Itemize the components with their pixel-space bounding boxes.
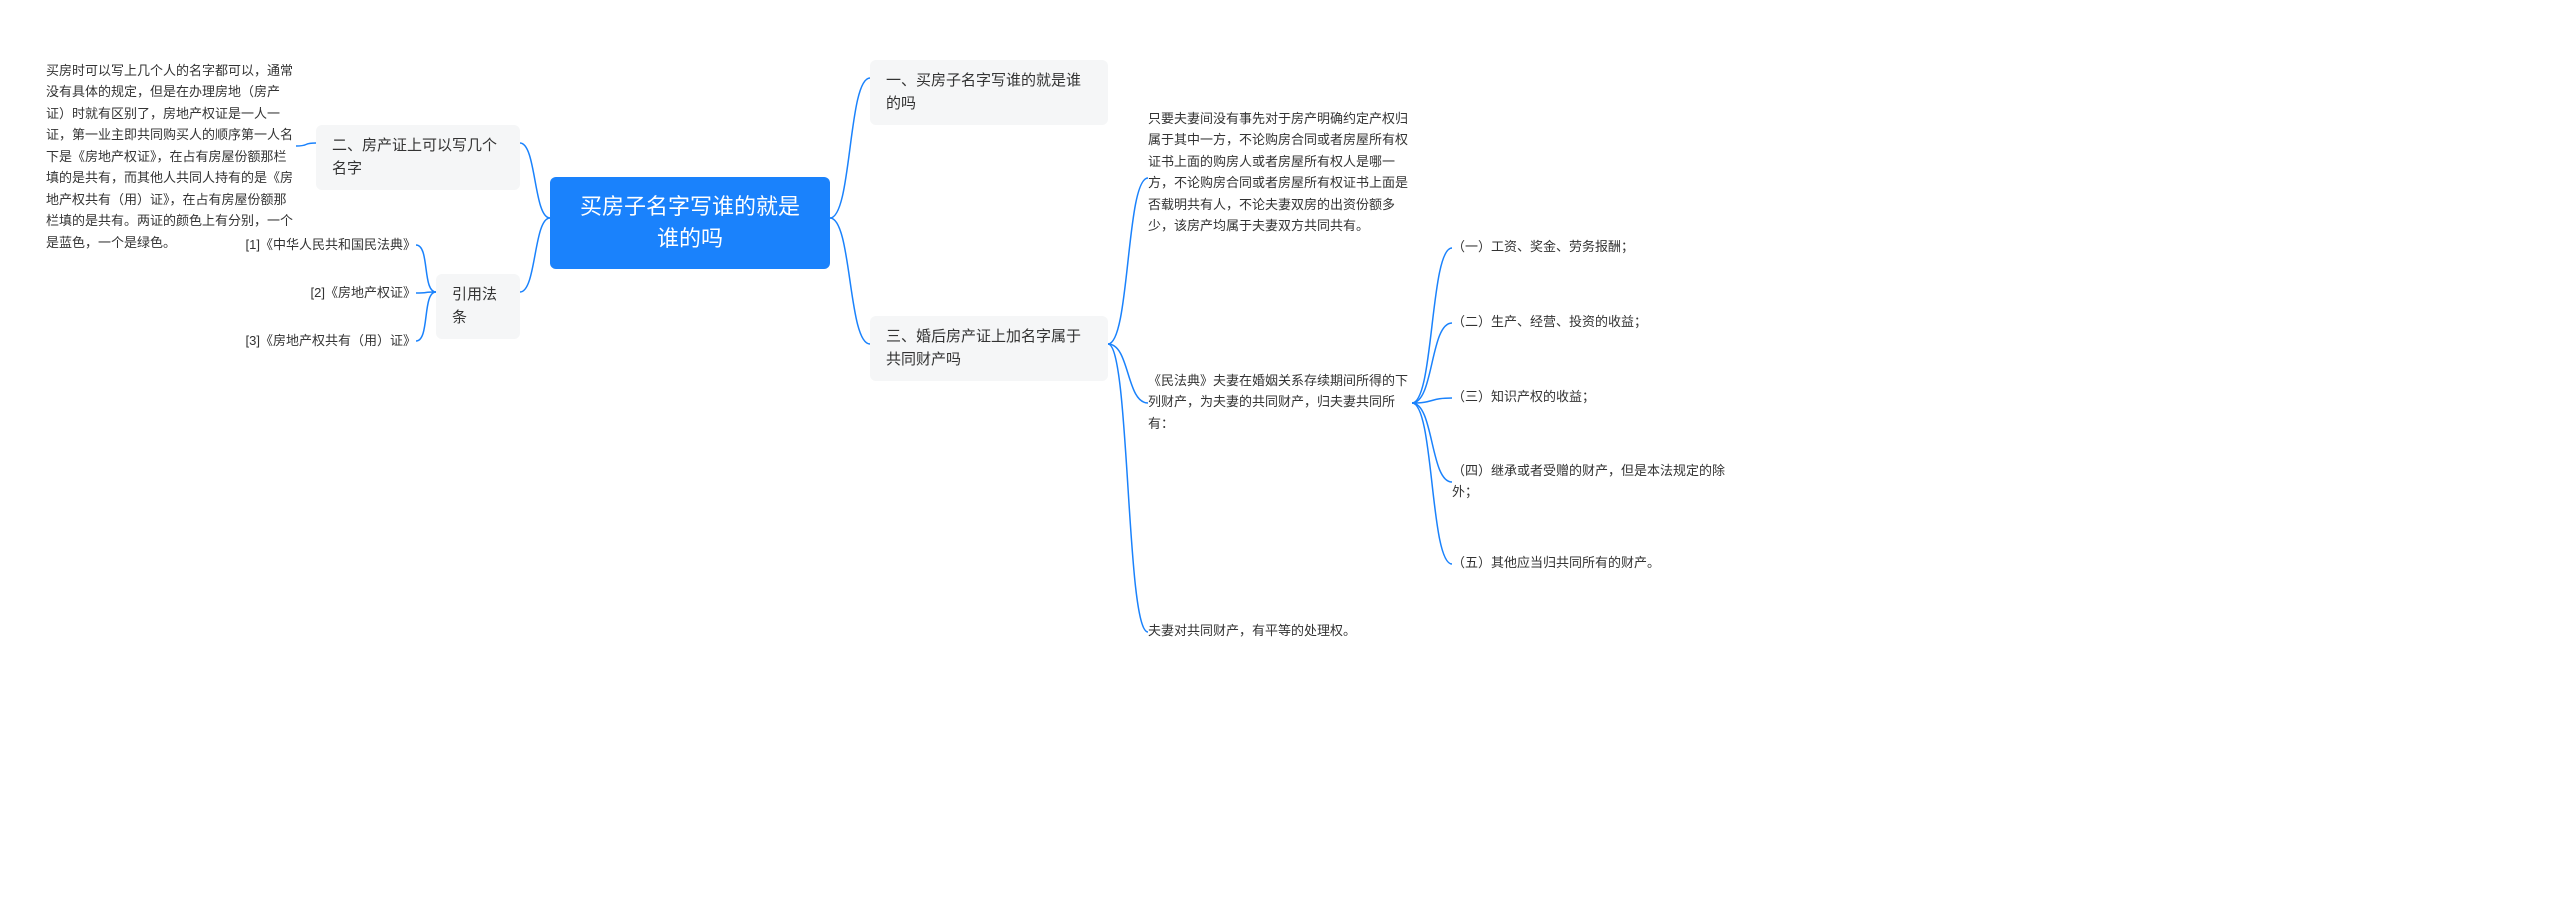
- branch-citations-label: 引用法条: [452, 284, 504, 329]
- branch-one-label: 一、买房子名字写谁的就是谁的吗: [886, 70, 1092, 115]
- branch-three-child-1: 只要夫妻间没有事先对于房产明确约定产权归属于其中一方，不论购房合同或者房屋所有权…: [1148, 108, 1412, 237]
- branch-one[interactable]: 一、买房子名字写谁的就是谁的吗: [870, 60, 1108, 125]
- branch-three-child-1-text: 只要夫妻间没有事先对于房产明确约定产权归属于其中一方，不论购房合同或者房屋所有权…: [1148, 108, 1412, 237]
- r3c2-item-2: （二）生产、经营、投资的收益；: [1452, 311, 1712, 332]
- branch-two-detail: 买房时可以写上几个人的名字都可以，通常没有具体的规定，但是在办理房地（房产证）时…: [46, 60, 296, 253]
- r3c2-item-4-text: （四）继承或者受赠的财产，但是本法规定的除外；: [1452, 460, 1727, 503]
- branch-three-child-2-text: 《民法典》夫妻在婚姻关系存续期间所得的下列财产，为夫妻的共同财产，归夫妻共同所有…: [1148, 370, 1412, 434]
- citation-3: [3]《房地产权共有（用）证》: [230, 330, 416, 351]
- branch-two-detail-text: 买房时可以写上几个人的名字都可以，通常没有具体的规定，但是在办理房地（房产证）时…: [46, 60, 296, 253]
- branch-citations[interactable]: 引用法条: [436, 274, 520, 339]
- branch-three-child-2: 《民法典》夫妻在婚姻关系存续期间所得的下列财产，为夫妻的共同财产，归夫妻共同所有…: [1148, 370, 1412, 434]
- branch-two[interactable]: 二、房产证上可以写几个名字: [316, 125, 520, 190]
- r3c2-item-5: （五）其他应当归共同所有的财产。: [1452, 552, 1712, 573]
- citation-1: [1]《中华人民共和国民法典》: [230, 234, 416, 255]
- branch-two-label: 二、房产证上可以写几个名字: [332, 135, 504, 180]
- branch-three-child-3: 夫妻对共同财产，有平等的处理权。: [1148, 620, 1412, 641]
- citation-3-text: [3]《房地产权共有（用）证》: [246, 330, 416, 351]
- r3c2-item-3-text: （三）知识产权的收益；: [1452, 386, 1595, 407]
- branch-three-child-3-text: 夫妻对共同财产，有平等的处理权。: [1148, 620, 1356, 641]
- citation-2-text: [2]《房地产权证》: [311, 282, 416, 303]
- citation-1-text: [1]《中华人民共和国民法典》: [246, 234, 416, 255]
- root-label: 买房子名字写谁的就是谁的吗: [570, 191, 810, 255]
- root-node[interactable]: 买房子名字写谁的就是谁的吗: [550, 177, 830, 269]
- r3c2-item-1: （一）工资、奖金、劳务报酬；: [1452, 236, 1712, 257]
- r3c2-item-4: （四）继承或者受赠的财产，但是本法规定的除外；: [1452, 460, 1727, 503]
- r3c2-item-5-text: （五）其他应当归共同所有的财产。: [1452, 552, 1660, 573]
- branch-three-label: 三、婚后房产证上加名字属于共同财产吗: [886, 326, 1092, 371]
- branch-three[interactable]: 三、婚后房产证上加名字属于共同财产吗: [870, 316, 1108, 381]
- citation-2: [2]《房地产权证》: [296, 282, 416, 303]
- r3c2-item-2-text: （二）生产、经营、投资的收益；: [1452, 311, 1647, 332]
- r3c2-item-1-text: （一）工资、奖金、劳务报酬；: [1452, 236, 1634, 257]
- r3c2-item-3: （三）知识产权的收益；: [1452, 386, 1712, 407]
